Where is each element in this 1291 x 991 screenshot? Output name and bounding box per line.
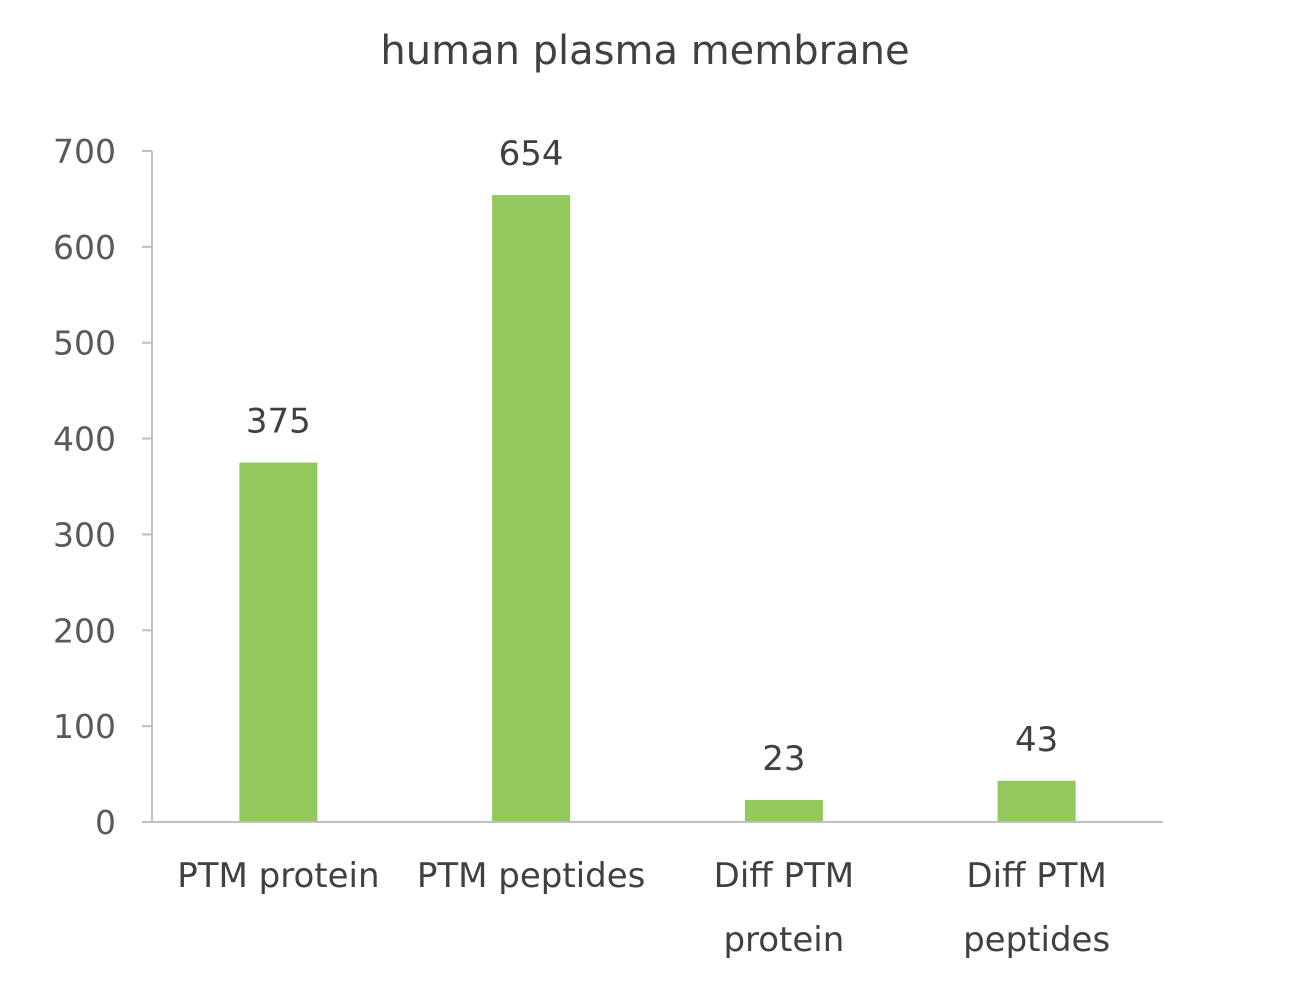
y-axis: 0 100 200 300 400 500 600 700 (53, 132, 153, 842)
x-axis: PTM protein PTM peptides Diff PTM protein Di… (142, 821, 1163, 960)
x-tick-label: PTM protein (177, 856, 379, 896)
y-tick-label: 500 (53, 324, 116, 363)
y-tick-label: 100 (53, 707, 116, 746)
bar (239, 462, 318, 822)
data-label: 43 (1015, 720, 1058, 760)
bar (997, 780, 1076, 822)
y-tick-label: 200 (53, 611, 116, 650)
y-tick-label: 700 (53, 132, 116, 171)
y-tick-label: 600 (53, 228, 116, 267)
y-tick-label: 0 (95, 803, 116, 842)
data-labels: 375 654 23 43 (246, 134, 1058, 779)
x-tick-label: peptides (963, 920, 1110, 960)
x-tick-label: PTM peptides (417, 856, 646, 896)
x-tick-label: Diff PTM (714, 856, 854, 896)
chart-title: human plasma membrane (380, 28, 909, 74)
data-label: 654 (499, 134, 564, 174)
bar (492, 195, 571, 822)
y-tick-label: 400 (53, 420, 116, 459)
y-tick-label: 300 (53, 515, 116, 554)
data-label: 375 (246, 402, 311, 442)
bars (239, 195, 1076, 822)
data-label: 23 (762, 739, 805, 779)
bar (744, 799, 823, 822)
x-tick-label: Diff PTM (966, 856, 1106, 896)
x-tick-label: protein (723, 920, 844, 960)
